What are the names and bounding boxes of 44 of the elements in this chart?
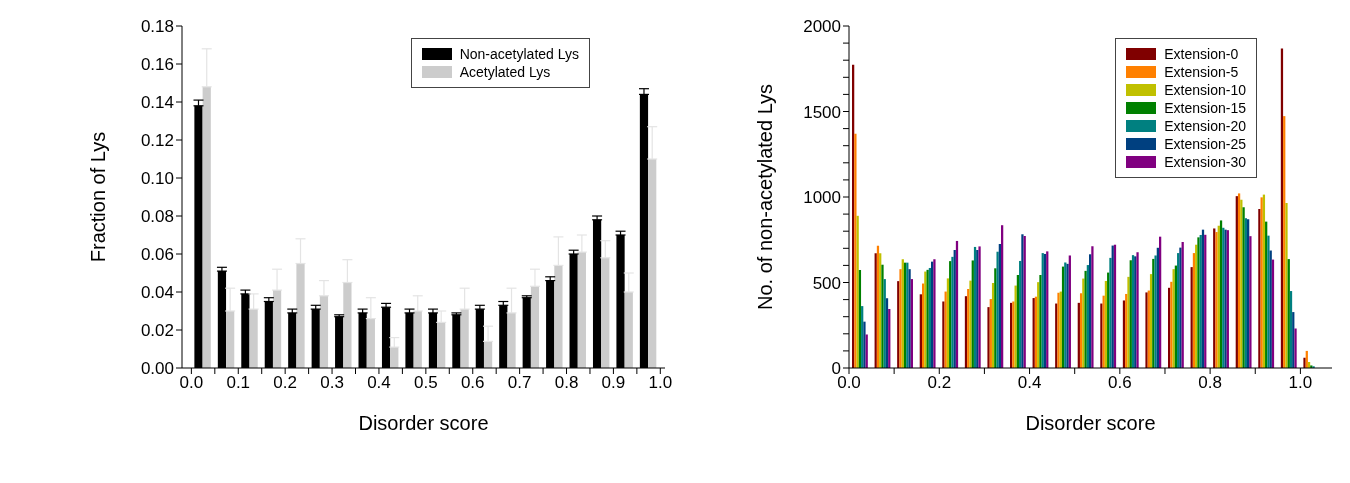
x-tick-label: 0.4 [367, 373, 391, 393]
legend-label: Extension-15 [1164, 99, 1246, 117]
legend-label: Extension-20 [1164, 117, 1246, 135]
legend-label: Extension-30 [1164, 153, 1246, 171]
y-tick-label: 1000 [803, 188, 841, 208]
x-tick-label: 0.3 [320, 373, 344, 393]
legend-label: Extension-0 [1164, 45, 1239, 63]
y-tick-label: 500 [812, 273, 841, 293]
x-tick-label: 0.9 [601, 373, 626, 393]
y-axis-title: No. of non-acetylated Lys [754, 83, 777, 311]
y-tick-label: 0.04 [140, 283, 174, 303]
y-tick-label: 0.00 [140, 359, 174, 379]
x-tick-label: 0.1 [226, 373, 251, 393]
y-tick-label: 0.08 [140, 207, 174, 227]
y-tick-label: 0.06 [140, 245, 174, 265]
y-tick-label: 0.18 [140, 17, 174, 37]
y-tick-label: 0.02 [140, 321, 174, 341]
y-tick-label: 0.10 [140, 169, 174, 189]
x-tick-label: 0.6 [460, 373, 485, 393]
legend-label: Extension-25 [1164, 135, 1246, 153]
y-tick-label: 0.12 [140, 131, 174, 151]
x-tick-label: 0.6 [1108, 373, 1132, 393]
y-tick-label: 1500 [803, 102, 841, 122]
x-tick-label: 0.4 [1017, 373, 1042, 393]
y-tick-label: 0.14 [140, 93, 174, 113]
x-axis-title: Disorder score [358, 412, 489, 435]
x-tick-label: 0.2 [927, 373, 952, 393]
x-tick-label: 1.0 [1288, 373, 1313, 393]
legend-label: Extension-5 [1164, 63, 1239, 81]
y-axis-title: Fraction of Lys [87, 131, 110, 263]
x-tick-label: 0.0 [179, 373, 204, 393]
x-tick-label: 0.8 [554, 373, 579, 393]
x-tick-label: 0.0 [837, 373, 861, 393]
y-tick-label: 0.16 [140, 55, 174, 75]
x-tick-label: 0.2 [273, 373, 297, 393]
legend-label: Extension-10 [1164, 81, 1246, 99]
x-tick-label: 1.0 [648, 373, 673, 393]
x-tick-label: 0.7 [507, 373, 532, 393]
legend-label: Acetylated Lys [459, 63, 551, 81]
x-tick-label: 0.5 [414, 373, 438, 393]
legend-label: Non-acetylated Lys [459, 45, 579, 63]
x-tick-label: 0.8 [1198, 373, 1222, 393]
x-axis-title: Disorder score [1025, 412, 1156, 435]
y-tick-label: 2000 [803, 17, 841, 37]
